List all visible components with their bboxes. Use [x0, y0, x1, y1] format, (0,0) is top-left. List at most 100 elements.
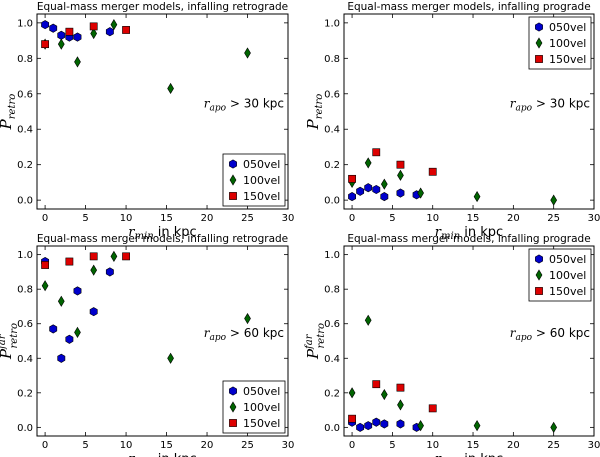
x-tick-label: 10 [120, 440, 133, 451]
x-tick-label: 20 [201, 213, 214, 224]
data-point [41, 20, 50, 30]
data-point [356, 186, 365, 196]
legend-marker [535, 254, 543, 264]
x-label-tail: in kpc [154, 225, 197, 240]
y-tick-label: 0.6 [324, 319, 340, 330]
legend-label: 150vel [549, 285, 586, 298]
x-tick-label: 25 [241, 213, 254, 224]
data-point [372, 184, 381, 195]
x-tick-label: 15 [160, 440, 173, 451]
x-tick-label: 30 [588, 213, 600, 224]
y-label-sub: retro [314, 94, 325, 120]
annotation-tail: > 30 kpc [226, 97, 284, 111]
annotation: rapo > 30 kpc [510, 97, 590, 114]
x-tick-label: 0 [42, 440, 48, 451]
data-point [73, 286, 82, 296]
series-050vel [348, 417, 421, 432]
legend-marker [229, 401, 237, 413]
legend-marker [229, 159, 237, 169]
data-point [397, 399, 404, 411]
x-tick-label: 10 [120, 213, 133, 224]
y-tick-label: 0.0 [324, 196, 340, 207]
data-point [89, 307, 98, 317]
legend-marker [229, 419, 237, 427]
chart-title: Equal-mass merger models, infalling prog… [347, 233, 590, 245]
y-label-sub: retro [7, 94, 18, 120]
y-tick-label: 0.6 [17, 89, 33, 100]
data-point [550, 421, 558, 433]
data-point [396, 160, 405, 169]
data-point [364, 157, 372, 169]
x-label-main: r [128, 452, 135, 457]
data-point [110, 250, 118, 262]
annotation: rapo > 30 kpc [204, 97, 284, 114]
data-point [167, 352, 174, 364]
data-point [167, 82, 174, 95]
data-point [428, 167, 437, 176]
data-point [417, 187, 424, 199]
annotation-tail: > 60 kpc [226, 326, 284, 340]
series-150vel [348, 148, 437, 183]
data-point [57, 38, 65, 50]
x-tick-label: 0 [42, 213, 48, 224]
x-tick-label: 5 [82, 213, 88, 224]
x-label-tail: in kpc [154, 452, 197, 457]
y-tick-label: 1.0 [324, 250, 340, 261]
data-point [396, 419, 405, 429]
series-100vel [41, 19, 251, 95]
legend-label: 150vel [243, 190, 280, 203]
annotation-main: r [204, 97, 211, 111]
legend-label: 050vel [243, 158, 280, 171]
data-point [57, 353, 66, 363]
data-point [105, 27, 114, 37]
data-point [348, 414, 356, 423]
x-tick-label: 25 [547, 213, 560, 224]
annotation-main: r [510, 97, 517, 111]
x-tick-label: 5 [389, 213, 395, 224]
data-point [380, 419, 389, 429]
y-tick-label: 0.0 [17, 423, 33, 434]
x-tick-label: 30 [588, 440, 600, 451]
data-point [473, 420, 481, 432]
x-tick-label: 20 [201, 440, 214, 451]
chart-panel-2: Equal-mass merger models, infalling prog… [304, 1, 600, 242]
y-label-sub: retro [9, 323, 20, 349]
data-point [396, 383, 405, 392]
chart-panel-1: Equal-mass merger models, infalling retr… [0, 1, 294, 242]
data-point [397, 169, 404, 181]
annotation: rapo > 60 kpc [204, 326, 284, 343]
chart-panel-3: Equal-mass merger models, infalling retr… [0, 233, 294, 457]
data-point [356, 422, 365, 432]
series-050vel [41, 20, 114, 42]
x-label-sub: min [441, 231, 460, 242]
legend-label: 100vel [243, 401, 280, 414]
y-tick-label: 0.8 [17, 285, 33, 296]
legend-marker [535, 22, 543, 32]
x-tick-label: 15 [467, 440, 480, 451]
y-label-main: P [304, 348, 322, 360]
y-label-main: P [0, 348, 15, 360]
legend-marker [535, 55, 543, 63]
data-point [372, 380, 381, 389]
x-tick-label: 10 [426, 440, 439, 451]
y-tick-label: 0.8 [324, 285, 340, 296]
annotation-main: r [204, 326, 211, 340]
data-point [65, 27, 74, 36]
data-point [473, 191, 481, 203]
x-label-main: r [435, 452, 442, 457]
plot-frame [36, 245, 289, 437]
plot-frame [36, 13, 289, 210]
data-point [364, 183, 373, 193]
data-point [348, 174, 356, 183]
chart-title: Equal-mass merger models, infalling prog… [347, 1, 590, 13]
x-tick-label: 30 [282, 440, 295, 451]
data-point [380, 388, 388, 401]
annotation-sub: apo [210, 104, 227, 114]
x-label-tail: in kpc [460, 225, 503, 240]
data-point [90, 264, 98, 276]
data-point [49, 23, 58, 33]
chart-title: Equal-mass merger models, infalling retr… [37, 1, 288, 13]
series-050vel [348, 183, 421, 202]
data-point [57, 295, 65, 307]
x-tick-label: 15 [160, 213, 173, 224]
